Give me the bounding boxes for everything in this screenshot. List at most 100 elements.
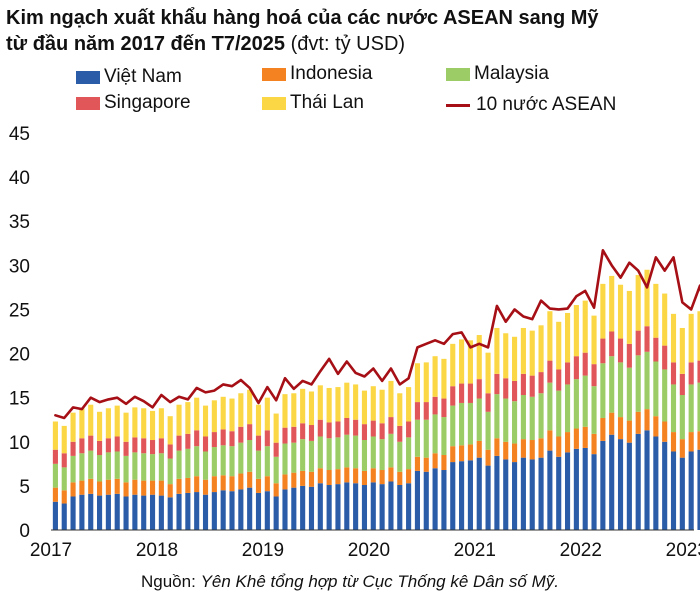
- bar-segment-vietnam: [88, 493, 94, 530]
- bar-segment-indonesia: [388, 467, 394, 482]
- bar-segment-singapore: [467, 383, 473, 403]
- bar-segment-malaysia: [273, 456, 279, 484]
- bar-segment-thailand: [600, 283, 606, 339]
- bar-segment-indonesia: [609, 412, 615, 435]
- y-tick-label: 5: [19, 477, 30, 498]
- bar-segment-singapore: [317, 419, 323, 437]
- bar-segment-vietnam: [282, 489, 288, 530]
- bar-segment-thailand: [679, 327, 685, 374]
- bar-segment-malaysia: [635, 355, 641, 412]
- bar-segment-malaysia: [670, 384, 677, 433]
- bar-segment-malaysia: [485, 411, 491, 450]
- legend-item-singapore: Singapore: [76, 92, 191, 114]
- bar-segment-thailand: [556, 321, 562, 370]
- bar-segment-malaysia: [61, 467, 67, 491]
- bar-segment-indonesia: [264, 476, 270, 492]
- bar-segment-malaysia: [291, 442, 297, 473]
- bar-segment-vietnam: [79, 494, 85, 530]
- bar-segment-singapore: [547, 360, 553, 383]
- bar-segment-singapore: [485, 393, 491, 412]
- bar-segment-thailand: [397, 393, 403, 426]
- bar-segment-vietnam: [326, 485, 332, 530]
- bar-segment-malaysia: [459, 402, 465, 446]
- bar-segment-vietnam: [635, 433, 641, 530]
- bar-segment-singapore: [370, 420, 376, 437]
- bar-segment-indonesia: [441, 455, 447, 471]
- bar-segment-indonesia: [423, 457, 429, 472]
- bar-segment-malaysia: [70, 455, 76, 483]
- bar-segment-malaysia: [105, 452, 111, 480]
- bar-segment-vietnam: [335, 484, 341, 530]
- bar-segment-vietnam: [494, 455, 500, 530]
- bar-segment-malaysia: [644, 351, 650, 410]
- bar-segment-vietnam: [556, 456, 562, 530]
- bar-segment-malaysia: [132, 452, 138, 480]
- bar-segment-indonesia: [397, 471, 403, 485]
- bar-segment-singapore: [679, 373, 685, 396]
- bar-segment-indonesia: [247, 471, 253, 488]
- bar-segment-thailand: [670, 313, 677, 363]
- bar-segment-singapore: [176, 435, 182, 451]
- legend-label-asean10: 10 nước ASEAN: [476, 94, 617, 115]
- bar-segment-thailand: [291, 393, 297, 427]
- bar-segment-malaysia: [476, 398, 482, 441]
- bar-segment-malaysia: [326, 438, 332, 471]
- bar-segment-thailand: [105, 408, 111, 439]
- bar-segment-singapore: [300, 423, 306, 440]
- bar-segment-singapore: [114, 436, 120, 452]
- y-tick-label: 40: [9, 168, 30, 189]
- chart-subtitle: từ đầu năm 2017 đến T7/2025 (đvt: tỷ USD…: [6, 32, 405, 56]
- bar-segment-indonesia: [88, 478, 94, 494]
- bar-segment-vietnam: [697, 449, 700, 530]
- bar-segment-singapore: [238, 426, 244, 443]
- bar-segment-malaysia: [176, 450, 182, 479]
- bar-segment-singapore: [97, 440, 103, 456]
- bar-segment-vietnam: [644, 430, 650, 530]
- bar-segment-thailand: [450, 343, 456, 387]
- bar-segment-malaysia: [423, 419, 429, 458]
- bar-segment-malaysia: [591, 386, 597, 434]
- bar-segment-indonesia: [406, 469, 412, 484]
- bar-segment-vietnam: [291, 487, 297, 530]
- bar-segment-vietnam: [441, 470, 447, 530]
- bar-segment-malaysia: [529, 396, 535, 441]
- bar-segment-vietnam: [450, 462, 456, 530]
- bar-segment-vietnam: [317, 483, 323, 530]
- bar-segment-indonesia: [185, 477, 191, 493]
- bar-segment-thailand: [52, 421, 58, 450]
- bar-segment-thailand: [467, 340, 473, 384]
- bar-segment-indonesia: [476, 440, 482, 458]
- bar-segment-indonesia: [503, 441, 509, 460]
- bar-segment-malaysia: [158, 453, 164, 481]
- bar-segment-indonesia: [564, 432, 571, 453]
- bar-segment-vietnam: [300, 485, 306, 530]
- bar-segment-thailand: [617, 284, 624, 339]
- bar-segment-thailand: [247, 389, 253, 425]
- bar-segment-malaysia: [697, 382, 700, 432]
- bar-segment-vietnam: [467, 460, 473, 530]
- bar-segment-malaysia: [282, 443, 288, 475]
- bar-segment-singapore: [538, 372, 544, 394]
- bar-segment-thailand: [202, 405, 209, 437]
- bar-segment-malaysia: [300, 439, 306, 471]
- bar-segment-vietnam: [344, 482, 350, 530]
- bar-segment-singapore: [61, 453, 67, 468]
- bar-segment-thailand: [335, 387, 341, 422]
- bar-segment-vietnam: [353, 483, 359, 530]
- bar-segment-thailand: [361, 390, 368, 425]
- bar-segment-singapore: [220, 429, 226, 446]
- bar-segment-singapore: [255, 435, 262, 451]
- y-tick-label: 10: [9, 433, 30, 454]
- legend-swatch-thailand: [262, 96, 286, 110]
- y-tick-label: 25: [9, 300, 30, 321]
- bar-segment-indonesia: [697, 431, 700, 450]
- legend-item-vietnam: Việt Nam: [76, 66, 182, 88]
- bar-segment-vietnam: [255, 492, 262, 530]
- y-tick-label: 30: [9, 256, 30, 277]
- bar-segment-indonesia: [662, 421, 668, 442]
- bar-segment-malaysia: [600, 363, 606, 418]
- bar-segment-singapore: [697, 360, 700, 383]
- bar-segment-singapore: [503, 378, 509, 399]
- bar-segment-singapore: [167, 444, 173, 459]
- legend-swatch-malaysia: [446, 67, 470, 81]
